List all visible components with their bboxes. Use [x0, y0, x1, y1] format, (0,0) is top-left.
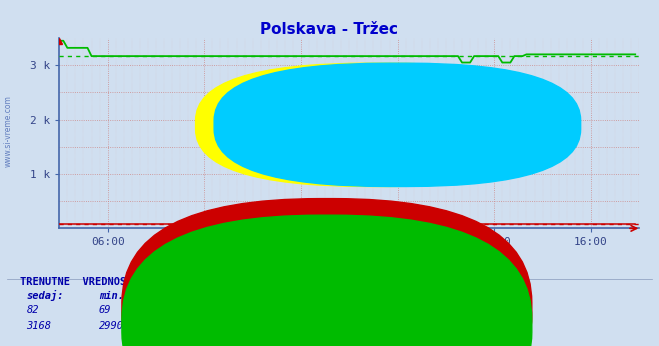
FancyBboxPatch shape — [214, 63, 581, 186]
FancyBboxPatch shape — [196, 63, 562, 186]
Text: pretok[čevelj3/min]: pretok[čevelj3/min] — [339, 321, 458, 331]
Text: TRENUTNE  VREDNOSTI  (polna črta):: TRENUTNE VREDNOSTI (polna črta): — [20, 277, 232, 288]
Text: Polskava - Tržec: Polskava - Tržec — [330, 291, 430, 301]
Text: povpr.:: povpr.: — [171, 291, 215, 301]
Text: 3168: 3168 — [26, 321, 51, 331]
Text: www.si-vreme.com: www.si-vreme.com — [223, 136, 476, 161]
Text: sedaj:: sedaj: — [26, 290, 64, 301]
Text: 2990: 2990 — [99, 321, 124, 331]
Text: zadnjih 12ur / 5 minut.: zadnjih 12ur / 5 minut. — [248, 249, 411, 263]
Text: Slovenija / reke in morje.: Slovenija / reke in morje. — [237, 230, 422, 244]
Text: www.si-vreme.com: www.si-vreme.com — [3, 95, 13, 167]
Text: 82: 82 — [26, 305, 39, 315]
Text: 3164: 3164 — [171, 321, 196, 331]
Text: Meritve: maksimalne  Enote: angleosaške  Črta: povprečje: Meritve: maksimalne Enote: angleosaške Č… — [154, 268, 505, 281]
Text: Polskava - Tržec: Polskava - Tržec — [260, 22, 399, 37]
Text: temperatura[F]: temperatura[F] — [339, 305, 427, 315]
Text: maks.:: maks.: — [244, 291, 281, 301]
Text: min.:: min.: — [99, 291, 130, 301]
Text: 69: 69 — [99, 305, 111, 315]
Text: 73: 73 — [171, 305, 184, 315]
Text: 3348: 3348 — [244, 321, 269, 331]
Text: 82: 82 — [244, 305, 256, 315]
